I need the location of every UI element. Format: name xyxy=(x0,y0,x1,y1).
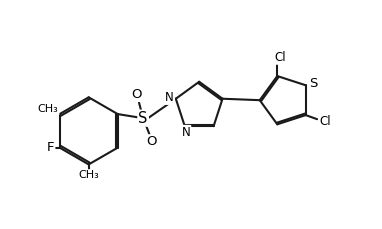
Text: N: N xyxy=(181,126,190,139)
Text: Cl: Cl xyxy=(319,115,331,128)
Text: CH₃: CH₃ xyxy=(78,170,99,180)
Text: O: O xyxy=(132,88,142,101)
Text: Cl: Cl xyxy=(275,51,286,64)
Text: S: S xyxy=(309,77,317,90)
Text: O: O xyxy=(146,135,157,148)
Text: N: N xyxy=(165,91,174,104)
Text: S: S xyxy=(138,111,148,126)
Text: CH₃: CH₃ xyxy=(38,104,58,114)
Text: F: F xyxy=(47,141,54,154)
